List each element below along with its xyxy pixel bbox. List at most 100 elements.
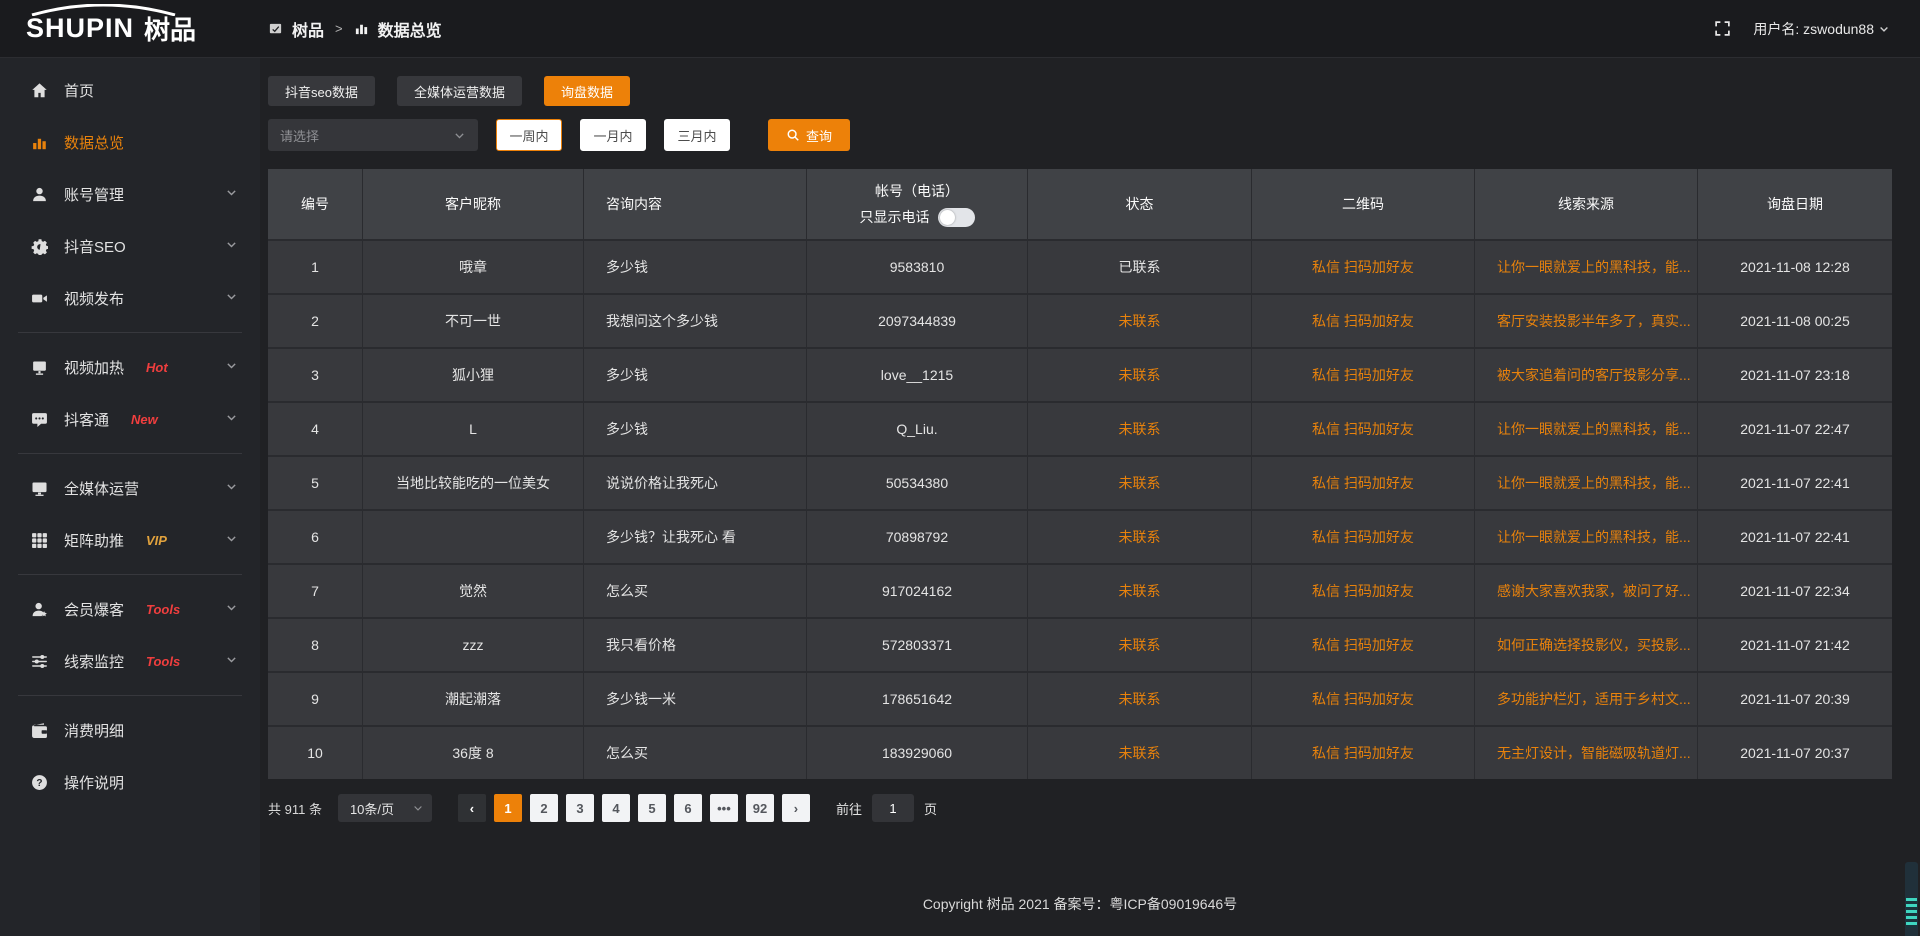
table-row: 7 觉然 怎么买 917024162 未联系 私信 扫码加好友 感谢大家喜欢我家，被问了好.…: [268, 565, 1892, 617]
sidebar-item-12[interactable]: 消费明细: [0, 704, 260, 756]
sidebar-item-6[interactable]: 视频加热 Hot: [0, 341, 260, 393]
sidebar-item-7[interactable]: 抖客通 New: [0, 393, 260, 445]
qrcode-link[interactable]: 私信 扫码加好友: [1312, 313, 1414, 329]
cell-nickname: 觉然: [363, 565, 583, 617]
source-link[interactable]: 让你一眼就爱上的黑科技，能...: [1497, 421, 1691, 437]
cell-source: 让你一眼就爱上的黑科技，能...: [1475, 403, 1697, 455]
qrcode-link[interactable]: 私信 扫码加好友: [1312, 637, 1414, 653]
period-button-1[interactable]: 一周内: [496, 119, 562, 151]
period-button-2[interactable]: 一月内: [580, 119, 646, 151]
qrcode-link[interactable]: 私信 扫码加好友: [1312, 691, 1414, 707]
page-ellipsis-button[interactable]: •••: [709, 794, 738, 822]
app-window-icon: [268, 21, 283, 36]
sidebar-item-5[interactable]: 视频发布: [0, 272, 260, 324]
source-link[interactable]: 如何正确选择投影仪，买投影...: [1497, 637, 1691, 653]
prev-page-button[interactable]: ‹: [457, 794, 486, 822]
breadcrumb-item[interactable]: 树品: [292, 22, 325, 40]
page-button-1[interactable]: 1: [493, 794, 522, 822]
page-button-92[interactable]: 92: [745, 794, 774, 822]
source-link[interactable]: 无主灯设计，智能磁吸轨道灯...: [1497, 745, 1691, 761]
sidebar-item-4[interactable]: 抖音SEO: [0, 220, 260, 272]
chevron-down-icon: [225, 411, 238, 428]
page-button-4[interactable]: 4: [601, 794, 630, 822]
qrcode-link[interactable]: 私信 扫码加好友: [1312, 259, 1414, 275]
source-link[interactable]: 被大家追着问的客厅投影分享...: [1497, 367, 1691, 383]
page-size-select[interactable]: 10条/页: [337, 794, 432, 822]
sliders-icon: [30, 653, 48, 670]
phone-only-toggle[interactable]: [937, 207, 975, 227]
qrcode-link[interactable]: 私信 扫码加好友: [1312, 745, 1414, 761]
col-header-id: 编号: [268, 169, 362, 239]
source-link[interactable]: 感谢大家喜欢我家，被问了好...: [1497, 583, 1691, 599]
cell-date: 2021-11-07 22:47: [1698, 403, 1892, 455]
cell-qrcode: 私信 扫码加好友: [1252, 511, 1474, 563]
table-row: 3 狐小狸 多少钱 love__1215 未联系 私信 扫码加好友 被大家追着问的客厅投影分…: [268, 349, 1892, 401]
page-button-3[interactable]: 3: [565, 794, 594, 822]
footer-copyright: Copyright 树品 2021 备案号：粤ICP备09019646号: [922, 896, 1238, 912]
sidebar-nav: 首页 数据总览 账号管理 抖音SEO 视频发布视频加热 Hot 抖客通 New 全媒体运营 矩阵助…: [0, 58, 260, 808]
sidebar-item-label: 视频发布: [64, 290, 125, 308]
cell-nickname: 36度 8: [363, 727, 583, 779]
cell-content: 多少钱: [584, 403, 806, 455]
qrcode-link[interactable]: 私信 扫码加好友: [1312, 367, 1414, 383]
sidebar-item-badge: Tools: [146, 601, 181, 617]
sidebar-item-10[interactable]: 会员爆客 Tools: [0, 583, 260, 635]
source-link[interactable]: 多功能护栏灯，适用于乡村文...: [1497, 691, 1691, 707]
cell-id: 2: [268, 295, 362, 347]
source-link[interactable]: 让你一眼就爱上的黑科技，能...: [1497, 529, 1691, 545]
cell-date: 2021-11-07 22:41: [1698, 457, 1892, 509]
cell-account: 178651642: [807, 673, 1027, 725]
cell-nickname: 不可一世: [363, 295, 583, 347]
query-button[interactable]: 查询: [768, 119, 851, 151]
goto-page-input[interactable]: [871, 794, 914, 822]
table-row: 4 L 多少钱 Q_Liu. 未联系 私信 扫码加好友 让你一眼就爱上的黑科技，能... 20…: [268, 403, 1892, 455]
sidebar-item-badge: Hot: [146, 359, 168, 375]
search-icon: [786, 128, 800, 142]
qrcode-link[interactable]: 私信 扫码加好友: [1312, 475, 1414, 491]
sidebar-item-11[interactable]: 线索监控 Tools: [0, 635, 260, 687]
table-header: 编号 客户昵称 咨询内容 帐号（电话） 只显示电话 状态 二维码 线索来源 询盘…: [268, 169, 1892, 239]
period-button-3[interactable]: 三月内: [664, 119, 730, 151]
sidebar-item-13[interactable]: ? 操作说明: [0, 756, 260, 808]
username-label: 用户名: zswodun88: [1753, 20, 1874, 37]
scrollbar-widget[interactable]: [1905, 862, 1918, 936]
source-link[interactable]: 让你一眼就爱上的黑科技，能...: [1497, 475, 1691, 491]
bar-chart-icon: [354, 21, 369, 36]
page-button-6[interactable]: 6: [673, 794, 702, 822]
sidebar-item-8[interactable]: 全媒体运营: [0, 462, 260, 514]
inquiry-table: 编号 客户昵称 咨询内容 帐号（电话） 只显示电话 状态 二维码 线索来源 询盘…: [268, 169, 1892, 779]
page-button-5[interactable]: 5: [637, 794, 666, 822]
cell-content: 多少钱一米: [584, 673, 806, 725]
qrcode-link[interactable]: 私信 扫码加好友: [1312, 583, 1414, 599]
cell-id: 9: [268, 673, 362, 725]
cell-source: 无主灯设计，智能磁吸轨道灯...: [1475, 727, 1697, 779]
cell-content: 我只看价格: [584, 619, 806, 671]
source-link[interactable]: 客厅安装投影半年多了，真实...: [1497, 313, 1691, 329]
next-page-button[interactable]: ›: [781, 794, 810, 822]
source-link[interactable]: 让你一眼就爱上的黑科技，能...: [1497, 259, 1691, 275]
question-icon: ?: [30, 774, 48, 791]
filter-select-placeholder: 请选择: [280, 128, 320, 144]
fullscreen-icon[interactable]: [1714, 20, 1731, 37]
qrcode-link[interactable]: 私信 扫码加好友: [1312, 529, 1414, 545]
tab-3[interactable]: 询盘数据: [543, 76, 630, 106]
sidebar-item-9[interactable]: 矩阵助推 VIP: [0, 514, 260, 566]
cell-id: 7: [268, 565, 362, 617]
cell-status: 未联系: [1028, 457, 1251, 509]
col-header-date: 询盘日期: [1698, 169, 1892, 239]
cell-qrcode: 私信 扫码加好友: [1252, 403, 1474, 455]
page-size-label: 10条/页: [349, 801, 395, 817]
cell-source: 让你一眼就爱上的黑科技，能...: [1475, 241, 1697, 293]
page-button-2[interactable]: 2: [529, 794, 558, 822]
user-menu[interactable]: 用户名: zswodun88: [1753, 19, 1890, 39]
tab-2[interactable]: 全媒体运营数据: [396, 76, 522, 106]
tab-1[interactable]: 抖音seo数据: [268, 76, 375, 106]
sidebar-item-2[interactable]: 数据总览: [0, 116, 260, 168]
chat-icon: [30, 411, 48, 428]
qrcode-link[interactable]: 私信 扫码加好友: [1312, 421, 1414, 437]
cell-id: 10: [268, 727, 362, 779]
sidebar-item-label: 抖客通: [64, 411, 110, 429]
sidebar-item-1[interactable]: 首页: [0, 64, 260, 116]
filter-select[interactable]: 请选择: [268, 119, 478, 151]
sidebar-item-3[interactable]: 账号管理: [0, 168, 260, 220]
